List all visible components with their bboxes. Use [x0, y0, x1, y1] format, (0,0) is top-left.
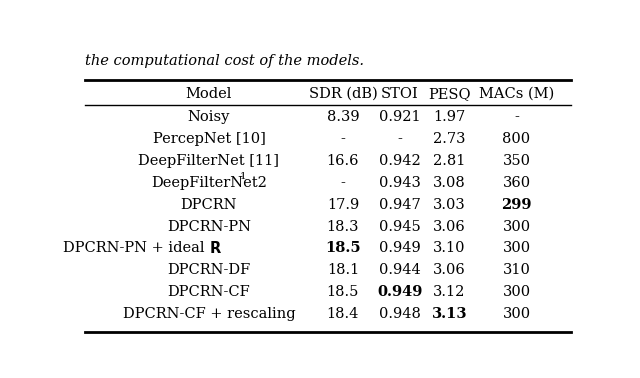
Text: 0.948: 0.948 — [379, 307, 421, 321]
Text: -: - — [340, 176, 346, 190]
Text: 0.944: 0.944 — [379, 263, 420, 277]
Text: 300: 300 — [502, 307, 531, 321]
Text: DeepFilterNet [11]: DeepFilterNet [11] — [138, 154, 280, 168]
Text: PercepNet [10]: PercepNet [10] — [152, 132, 266, 146]
Text: 18.5: 18.5 — [325, 242, 361, 256]
Text: DPCRN-CF + rescaling: DPCRN-CF + rescaling — [123, 307, 295, 321]
Text: 0.943: 0.943 — [379, 176, 421, 190]
Text: 1.97: 1.97 — [433, 110, 466, 124]
Text: DPCRN-PN: DPCRN-PN — [167, 220, 251, 234]
Text: Model: Model — [186, 87, 232, 101]
Text: -: - — [340, 132, 346, 146]
Text: 0.949: 0.949 — [379, 242, 420, 256]
Text: 300: 300 — [502, 285, 531, 299]
Text: DeepFilterNet2: DeepFilterNet2 — [151, 176, 267, 190]
Text: 800: 800 — [502, 132, 531, 146]
Text: 360: 360 — [502, 176, 531, 190]
Text: 18.5: 18.5 — [326, 285, 359, 299]
Text: 2.73: 2.73 — [433, 132, 466, 146]
Text: STOI: STOI — [381, 87, 419, 101]
Text: 0.945: 0.945 — [379, 220, 420, 234]
Text: 3.12: 3.12 — [433, 285, 466, 299]
Text: the computational cost of the models.: the computational cost of the models. — [85, 54, 364, 68]
Text: 3.13: 3.13 — [432, 307, 467, 321]
Text: MACs (M): MACs (M) — [479, 87, 554, 101]
Text: 3.03: 3.03 — [433, 198, 466, 212]
Text: 8.39: 8.39 — [326, 110, 359, 124]
Text: DPCRN-CF: DPCRN-CF — [168, 285, 250, 299]
Text: 18.3: 18.3 — [326, 220, 359, 234]
Text: 0.949: 0.949 — [377, 285, 422, 299]
Text: 310: 310 — [502, 263, 531, 277]
Text: 3.10: 3.10 — [433, 242, 466, 256]
Text: 3.08: 3.08 — [433, 176, 466, 190]
Text: 350: 350 — [502, 154, 531, 168]
Text: 17.9: 17.9 — [327, 198, 359, 212]
Text: PESQ: PESQ — [428, 87, 471, 101]
Text: $\mathbf{R}$: $\mathbf{R}$ — [209, 240, 223, 256]
Text: -: - — [514, 110, 519, 124]
Text: -: - — [397, 132, 403, 146]
Text: 1: 1 — [239, 172, 246, 181]
Text: Noisy: Noisy — [188, 110, 230, 124]
Text: 300: 300 — [502, 242, 531, 256]
Text: DPCRN: DPCRN — [180, 198, 237, 212]
Text: 0.942: 0.942 — [379, 154, 420, 168]
Text: 3.06: 3.06 — [433, 220, 466, 234]
Text: 0.921: 0.921 — [379, 110, 420, 124]
Text: 299: 299 — [501, 198, 532, 212]
Text: DPCRN-PN + ideal: DPCRN-PN + ideal — [63, 242, 209, 256]
Text: 18.4: 18.4 — [326, 307, 359, 321]
Text: 0.947: 0.947 — [379, 198, 420, 212]
Text: 18.1: 18.1 — [327, 263, 359, 277]
Text: 16.6: 16.6 — [326, 154, 359, 168]
Text: SDR (dB): SDR (dB) — [308, 87, 377, 101]
Text: 3.06: 3.06 — [433, 263, 466, 277]
Text: 2.81: 2.81 — [433, 154, 466, 168]
Text: DPCRN-DF: DPCRN-DF — [167, 263, 251, 277]
Text: 300: 300 — [502, 220, 531, 234]
